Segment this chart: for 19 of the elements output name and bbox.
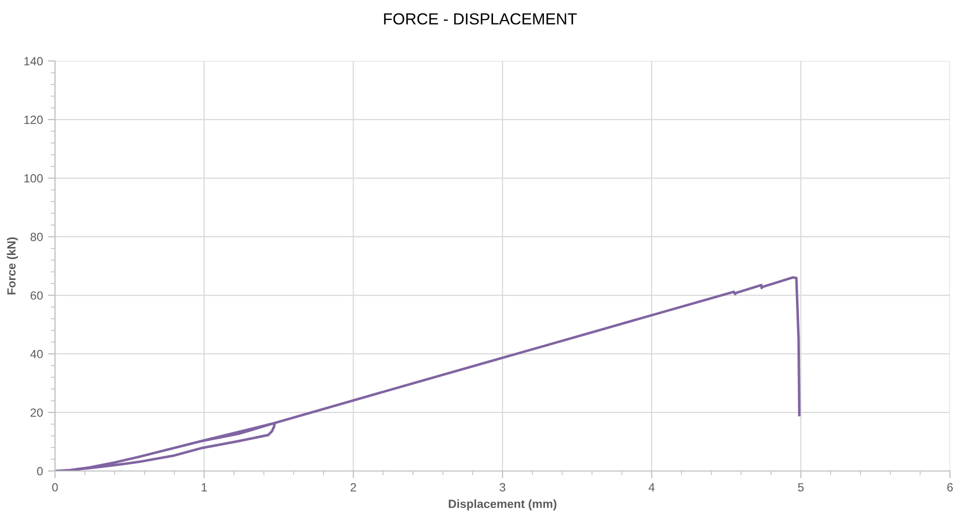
y-tick-label: 80 (30, 232, 43, 242)
y-tick-label: 140 (24, 57, 43, 66)
y-tick-label: 100 (24, 174, 43, 183)
x-tick-label: 4 (648, 483, 655, 492)
x-tick-label: 3 (500, 483, 506, 492)
y-tick-label: 40 (30, 350, 43, 358)
x-axis-title: Displacement (mm) (448, 499, 556, 510)
chart-title: FORCE - DISPLACEMENT (384, 13, 577, 25)
y-tick-label: 20 (30, 408, 43, 417)
y-tick-label: 120 (24, 116, 43, 124)
y-tick-label: 60 (30, 291, 43, 300)
x-tick-label: 6 (947, 483, 953, 492)
line-series (55, 276, 801, 471)
x-tick-label: 2 (350, 483, 356, 492)
y-tick-label: 0 (37, 467, 43, 476)
x-tick-label: 5 (798, 483, 804, 492)
y-axis-title: Force (kN) (6, 237, 18, 294)
x-tick-label: 0 (52, 483, 58, 492)
x-tick-label: 1 (202, 483, 207, 492)
